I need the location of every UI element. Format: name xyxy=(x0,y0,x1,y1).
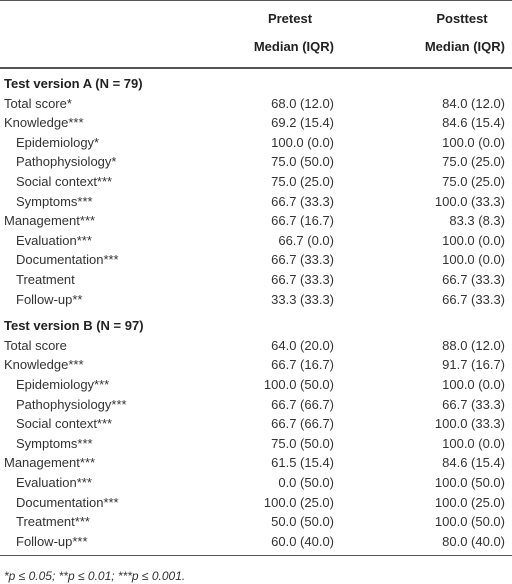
row-label: Total score* xyxy=(4,95,72,111)
column-subtitle: Median (IQR) xyxy=(253,39,334,54)
row-label: Total score xyxy=(4,337,67,353)
column-title: Posttest xyxy=(436,11,488,26)
row-label: Evaluation*** xyxy=(16,232,92,248)
cell: 66.7 (33.3) xyxy=(271,252,334,268)
cell: 84.6 (15.4) xyxy=(442,455,505,471)
row-label: Documentation*** xyxy=(16,494,119,510)
cell: 0.0 (50.0) xyxy=(278,475,334,490)
row-label: Symptoms*** xyxy=(16,435,93,451)
row-label: Pathophysiology*** xyxy=(16,396,127,412)
row-label: Documentation*** xyxy=(16,252,119,268)
cell: 66.7 (33.3) xyxy=(442,396,505,412)
cell: 100.0 (25.0) xyxy=(434,494,505,510)
cell: 64.0 (20.0) xyxy=(271,337,334,353)
cell: 100.0 (33.3) xyxy=(434,416,505,432)
row-label: Follow-up** xyxy=(16,291,83,307)
cell: 68.0 (12.0) xyxy=(271,95,334,111)
section-title: Test version B (N = 97) xyxy=(4,318,144,334)
cell: 75.0 (25.0) xyxy=(442,154,505,170)
cell: 60.0 (40.0) xyxy=(271,533,334,549)
row-label: Epidemiology*** xyxy=(16,377,110,392)
cell: 66.7 (66.7) xyxy=(271,396,334,412)
row-label: Knowledge*** xyxy=(4,115,84,131)
cell: 66.7 (16.7) xyxy=(271,357,334,373)
cell: 61.5 (15.4) xyxy=(271,455,334,471)
cell: 84.0 (12.0) xyxy=(442,95,505,111)
cell: 100.0 (0.0) xyxy=(442,134,505,150)
cell: 83.3 (8.3) xyxy=(449,213,505,229)
cell: 75.0 (25.0) xyxy=(442,174,505,189)
cell: 33.3 (33.3) xyxy=(271,291,334,307)
cell: 100.0 (0.0) xyxy=(442,435,505,451)
column-subtitle: Median (IQR) xyxy=(424,39,505,54)
rule xyxy=(0,0,512,1)
row-label: Symptoms*** xyxy=(16,193,93,209)
rule xyxy=(0,555,512,556)
cell: 50.0 (50.0) xyxy=(271,514,334,530)
row-label: Knowledge*** xyxy=(4,357,84,373)
cell: 80.0 (40.0) xyxy=(442,533,505,549)
rule xyxy=(0,67,512,69)
row-label: Epidemiology* xyxy=(16,134,100,150)
cell: 100.0 (0.0) xyxy=(442,252,505,268)
cell: 91.7 (16.7) xyxy=(442,357,505,373)
cell: 69.2 (15.4) xyxy=(271,115,334,131)
row-label: Follow-up*** xyxy=(16,533,88,549)
column-title: Pretest xyxy=(267,11,313,26)
cell: 100.0 (0.0) xyxy=(442,232,505,248)
cell: 100.0 (50.0) xyxy=(434,514,505,530)
cell: 100.0 (0.0) xyxy=(271,134,334,150)
section-title: Test version A (N = 79) xyxy=(4,76,143,91)
cell: 66.7 (33.3) xyxy=(442,291,505,307)
cell: 88.0 (12.0) xyxy=(442,337,505,353)
cell: 100.0 (0.0) xyxy=(442,377,505,392)
cell: 75.0 (50.0) xyxy=(271,435,334,451)
row-label: Social context*** xyxy=(16,174,113,189)
row-label: Social context*** xyxy=(16,416,113,432)
cell: 100.0 (50.0) xyxy=(434,475,505,490)
cell: 75.0 (50.0) xyxy=(271,154,334,170)
row-label: Treatment xyxy=(16,272,75,287)
cell: 66.7 (33.3) xyxy=(442,272,505,287)
row-label: Evaluation*** xyxy=(16,475,92,490)
row-label: Treatment*** xyxy=(16,514,90,530)
cell: 75.0 (25.0) xyxy=(271,174,334,189)
cell: 66.7 (16.7) xyxy=(271,213,334,229)
row-label: Management*** xyxy=(4,455,96,471)
footnote: *p ≤ 0.05; **p ≤ 0.01; ***p ≤ 0.001. xyxy=(4,569,186,583)
cell: 66.7 (33.3) xyxy=(271,193,334,209)
row-label: Management*** xyxy=(4,213,96,229)
cell: 100.0 (33.3) xyxy=(434,193,505,209)
cell: 100.0 (25.0) xyxy=(263,494,334,510)
row-label: Pathophysiology* xyxy=(16,154,117,170)
cell: 84.6 (15.4) xyxy=(442,115,505,131)
cell: 66.7 (33.3) xyxy=(271,272,334,287)
cell: 66.7 (0.0) xyxy=(278,232,334,248)
cell: 100.0 (50.0) xyxy=(263,377,334,392)
cell: 66.7 (66.7) xyxy=(271,416,334,432)
